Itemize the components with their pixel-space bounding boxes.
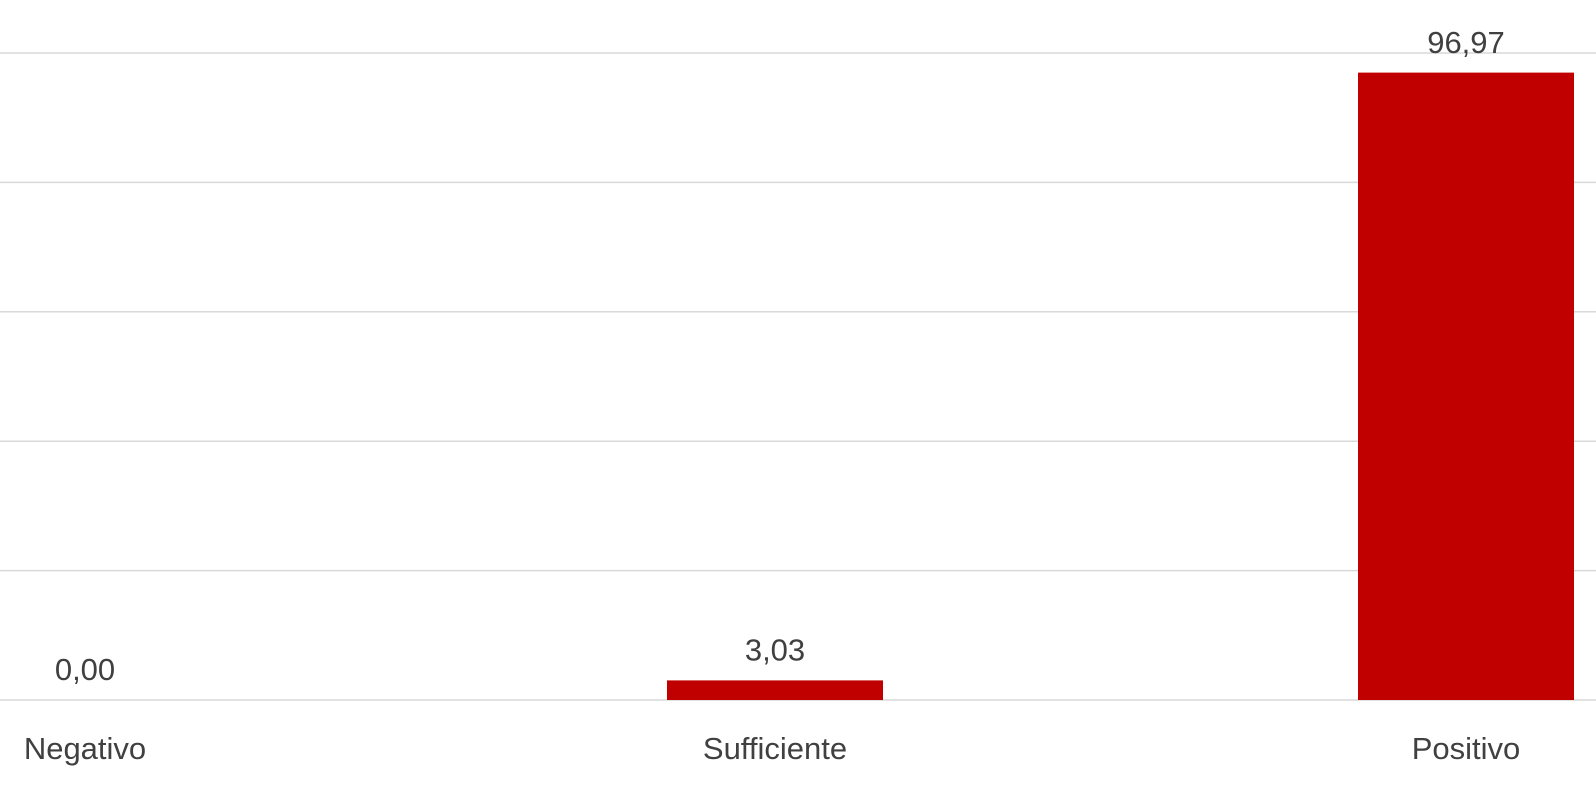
- category-labels: Negativo Sufficiente Positivo: [24, 731, 1520, 766]
- category-label-positivo: Positivo: [1412, 731, 1521, 766]
- value-label-positivo: 96,97: [1427, 25, 1505, 60]
- value-labels: 0,00 3,03 96,97: [55, 25, 1505, 687]
- bar-positivo: [1358, 73, 1574, 700]
- category-label-sufficiente: Sufficiente: [703, 731, 847, 766]
- value-label-sufficiente: 3,03: [745, 633, 805, 668]
- bars: [667, 73, 1574, 700]
- bar-sufficiente: [667, 680, 883, 700]
- category-label-negativo: Negativo: [24, 731, 146, 766]
- value-label-negativo: 0,00: [55, 652, 115, 687]
- gridlines: [0, 53, 1596, 700]
